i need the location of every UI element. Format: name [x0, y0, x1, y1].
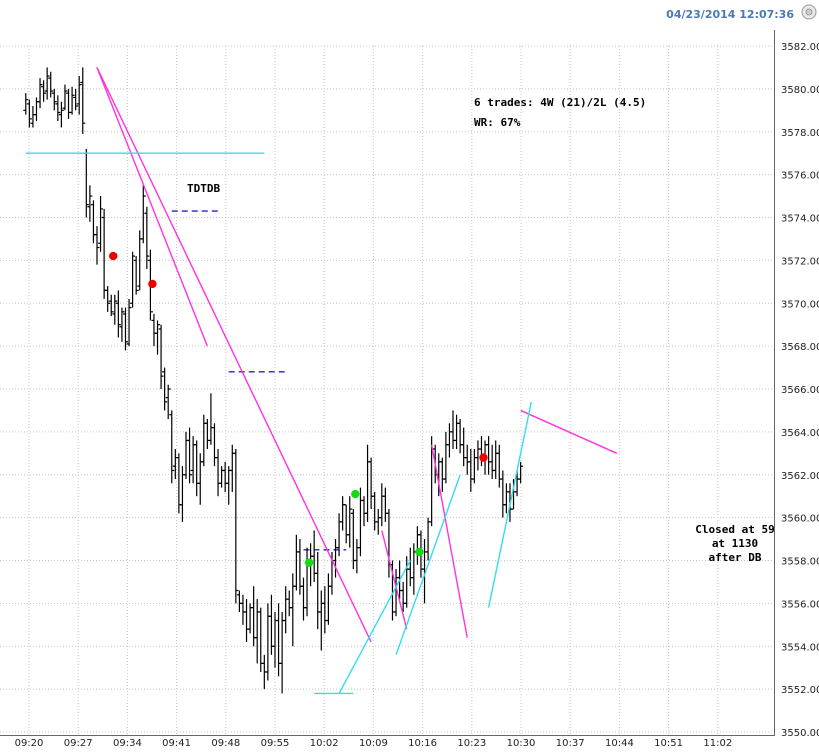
ohlc-bar: [158, 324, 164, 389]
y-tick-label: 3570.00: [781, 299, 819, 310]
y-axis-ticks: 3550.00 3552.00 3554.00 3556.00 3558.00 3560.…: [781, 42, 819, 739]
x-tick-label: 09:41: [162, 738, 191, 749]
ohlc-bar: [73, 88, 79, 111]
ohlc-bar: [130, 251, 136, 308]
x-tick-label: 11:02: [703, 738, 732, 749]
x-axis-ticks: 09:20 09:27 09:34 09:41 09:48 09:55 10:02 10:09…: [15, 738, 733, 749]
timestamp-label: 04/23/2014 12:07:36: [666, 8, 794, 21]
ohlc-bar: [69, 86, 75, 115]
ohlc-bar: [87, 185, 93, 222]
x-tick-label: 09:34: [113, 738, 142, 749]
ohlc-bar: [518, 461, 524, 484]
y-tick-label: 3550.00: [781, 728, 819, 739]
ohlc-bar: [55, 95, 61, 122]
y-tick-label: 3552.00: [781, 685, 819, 696]
closed-note-line-2: at 1130: [712, 537, 758, 550]
ohlc-bar: [105, 286, 111, 312]
trendline-magenta: [430, 444, 468, 638]
y-tick-label: 3560.00: [781, 514, 819, 525]
y-tick-label: 3562.00: [781, 471, 819, 482]
x-tick-label: 10:37: [556, 738, 585, 749]
x-tick-label: 10:02: [310, 738, 339, 749]
y-tick-label: 3566.00: [781, 385, 819, 396]
trendline-magenta: [520, 409, 618, 454]
ohlc-bar: [144, 206, 150, 269]
ohlc-bar: [155, 320, 161, 355]
ohlc-bar: [37, 78, 43, 109]
closed-note-line-1: Closed at 59: [695, 523, 774, 536]
x-tick-label: 10:16: [408, 738, 437, 749]
buy-marker: [415, 547, 424, 557]
ohlc-bar: [44, 67, 50, 100]
sell-marker: [148, 279, 157, 289]
ohlc-bar: [165, 384, 171, 420]
ohlc-bar: [41, 80, 47, 102]
ohlc-bar: [162, 367, 168, 411]
tdtdb-label: TDTDB: [187, 182, 220, 195]
trade-markers: [109, 251, 488, 567]
ohlc-bar: [122, 307, 128, 351]
y-tick-label: 3578.00: [781, 128, 819, 139]
ohlc-bar: [119, 307, 125, 342]
trendline-cyan: [395, 474, 461, 656]
x-tick-label: 10:09: [359, 738, 388, 749]
y-tick-label: 3554.00: [781, 642, 819, 653]
ohlc-bar: [51, 88, 57, 111]
y-tick-label: 3582.00: [781, 42, 819, 53]
trendline-magenta: [96, 67, 209, 347]
ohlc-bar: [98, 196, 104, 252]
ohlc-bar: [23, 93, 29, 115]
y-tick-label: 3558.00: [781, 557, 819, 568]
price-bars: [23, 67, 524, 694]
ohlc-bar: [140, 185, 146, 244]
ohlc-bar: [58, 101, 64, 128]
refresh-icon[interactable]: [801, 4, 817, 20]
stats-line-1: 6 trades: 4W (21)/2L (4.5): [474, 96, 646, 109]
trendline-cyan: [338, 560, 411, 694]
y-tick-label: 3576.00: [781, 171, 819, 182]
ohlc-bar: [133, 256, 139, 295]
ohlc-bar: [187, 427, 193, 484]
trendline-magenta: [381, 530, 408, 630]
y-tick-label: 3568.00: [781, 342, 819, 353]
x-tick-label: 10:44: [605, 738, 634, 749]
sell-marker: [479, 453, 488, 462]
x-tick-label: 09:20: [15, 738, 44, 749]
ohlc-bar: [48, 71, 54, 98]
ohlc-bar: [169, 410, 175, 484]
y-tick-label: 3580.00: [781, 85, 819, 96]
ohlc-bar: [26, 99, 32, 128]
x-tick-label: 10:51: [654, 738, 683, 749]
ohlc-bar: [80, 67, 86, 134]
ohlc-bar: [76, 76, 82, 115]
y-tick-label: 3556.00: [781, 599, 819, 610]
ohlc-bar: [112, 294, 118, 325]
x-tick-label: 09:48: [211, 738, 240, 749]
buy-marker: [304, 558, 314, 567]
ohlc-bar: [115, 290, 121, 338]
sell-marker: [109, 251, 118, 261]
buy-marker: [351, 489, 360, 499]
trendline-cyan: [487, 401, 533, 608]
x-tick-label: 09:55: [261, 738, 290, 749]
ohlc-bar: [347, 496, 353, 548]
x-tick-label: 10:30: [507, 738, 536, 749]
ohlc-bar: [94, 226, 100, 265]
stats-line-2: WR: 67%: [474, 116, 521, 129]
x-tick-label: 09:27: [64, 738, 93, 749]
ohlc-bar: [108, 294, 114, 317]
x-tick-label: 10:23: [457, 738, 486, 749]
trend-lines: [25, 67, 618, 695]
y-tick-label: 3564.00: [781, 428, 819, 439]
closed-note-line-3: after DB: [709, 551, 762, 564]
y-tick-label: 3572.00: [781, 256, 819, 267]
ohlc-bar: [126, 298, 132, 347]
y-tick-label: 3574.00: [781, 214, 819, 225]
ohlc-bar: [62, 84, 68, 111]
ohlc-bar: [233, 449, 239, 604]
trendline-magenta: [96, 67, 372, 643]
